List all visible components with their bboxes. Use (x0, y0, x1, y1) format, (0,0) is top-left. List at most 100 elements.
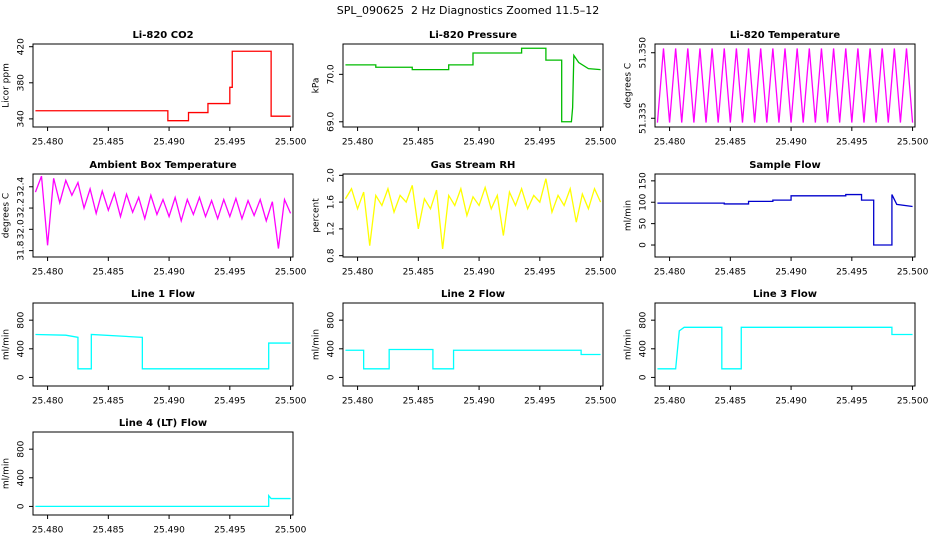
y-tick-label: 1.2 (327, 222, 337, 236)
x-tick-label: 25.485 (403, 397, 435, 407)
y-tick-label: 50 (639, 218, 649, 230)
y-tick-label: 32.2 (17, 198, 27, 218)
x-tick-label: 25.490 (153, 268, 185, 278)
x-tick-label: 25.480 (32, 526, 64, 536)
plot-area (657, 326, 913, 370)
plot-frame (654, 43, 916, 128)
x-tick-label: 25.480 (342, 397, 374, 407)
y-tick-label: 1.6 (327, 195, 337, 210)
x-tick-label: 25.485 (715, 138, 747, 148)
y-axis-label: degrees C (2, 193, 12, 238)
panel: Li-820 Pressure kPa 25.480 25.485 25.490 25.4… (312, 30, 617, 148)
x-tick-label: 25.485 (93, 268, 125, 278)
data-line (35, 50, 291, 122)
x-tick-label: 25.495 (524, 138, 556, 148)
x-tick-label: 25.485 (403, 138, 435, 148)
x-tick-label: 25.500 (275, 268, 307, 278)
plot-frame (654, 173, 916, 258)
panel: Li-820 CO2 Licor ppm 25.480 25.485 25.490 25.… (2, 30, 307, 148)
y-tick-label: 2.0 (327, 168, 337, 183)
x-tick-label: 25.490 (775, 138, 807, 148)
plot-frame (32, 173, 294, 258)
figure-title: SPL_090625 2 Hz Diagnostics Zoomed 11.5–… (337, 4, 600, 17)
plot-frame (654, 302, 916, 387)
y-tick-label: 340 (17, 110, 27, 127)
y-tick-label: 800 (17, 311, 27, 328)
y-axis-label: degrees C (624, 63, 634, 108)
y-tick-label: 0 (639, 374, 649, 380)
data-line (35, 493, 291, 508)
data-line (657, 193, 913, 246)
x-tick-label: 25.480 (32, 268, 64, 278)
y-tick-label: 100 (639, 193, 649, 210)
x-tick-label: 25.480 (342, 268, 374, 278)
data-line (345, 348, 601, 370)
x-tick-label: 25.485 (715, 397, 747, 407)
panel: Gas Stream RH percent 25.480 25.485 25.490 25… (312, 160, 617, 278)
x-tick-label: 25.495 (836, 268, 868, 278)
panel-title: Li-820 Temperature (730, 30, 840, 41)
y-axis-label: ml/min (312, 329, 322, 360)
data-line (657, 326, 913, 370)
x-tick-label: 25.495 (524, 397, 556, 407)
x-tick-label: 25.480 (342, 138, 374, 148)
y-tick-label: 380 (17, 74, 27, 91)
plot-area (35, 493, 291, 508)
plot-area (657, 193, 913, 246)
x-tick-label: 25.500 (897, 397, 929, 407)
y-tick-label: 0.8 (327, 248, 337, 263)
x-tick-label: 25.495 (214, 138, 246, 148)
plot-frame (32, 431, 294, 516)
y-tick-label: 32.0 (17, 219, 27, 239)
x-tick-label: 25.500 (585, 268, 617, 278)
y-tick-label: 400 (17, 340, 27, 357)
panel: Line 3 Flow ml/min 25.480 25.485 25.490 25.49… (624, 289, 929, 407)
y-tick-label: 800 (17, 440, 27, 457)
x-tick-label: 25.490 (153, 138, 185, 148)
y-axis-label: Licor ppm (2, 63, 12, 108)
plot-frame (342, 302, 604, 387)
panel: Li-820 Temperature degrees C 25.480 25.485 2… (624, 30, 929, 148)
data-line (345, 47, 601, 123)
panel: Sample Flow ml/min 25.480 25.485 25.490 25.49… (624, 160, 929, 278)
data-line (344, 178, 602, 250)
x-tick-label: 25.490 (463, 138, 495, 148)
y-tick-label: 0 (17, 374, 27, 380)
x-tick-label: 25.500 (275, 397, 307, 407)
x-tick-label: 25.500 (275, 526, 307, 536)
x-tick-label: 25.495 (524, 268, 556, 278)
y-tick-label: 69.0 (327, 111, 337, 131)
plot-frame (342, 173, 604, 258)
y-tick-label: 150 (639, 172, 649, 189)
x-tick-label: 25.495 (836, 397, 868, 407)
x-tick-label: 25.480 (654, 397, 686, 407)
panel-title: Gas Stream RH (431, 160, 516, 171)
y-tick-label: 400 (17, 469, 27, 486)
x-tick-label: 25.495 (214, 268, 246, 278)
panel-title: Li-820 Pressure (429, 30, 517, 41)
x-tick-label: 25.500 (585, 397, 617, 407)
panel-title: Ambient Box Temperature (89, 160, 236, 171)
plot-frame (32, 302, 294, 387)
panel: Ambient Box Temperature degrees C 25.480 25… (2, 160, 307, 278)
x-tick-label: 25.490 (463, 397, 495, 407)
plot-area (656, 48, 914, 123)
y-tick-label: 400 (327, 340, 337, 357)
x-tick-label: 25.490 (463, 268, 495, 278)
x-tick-label: 25.490 (775, 397, 807, 407)
panel-title: Sample Flow (749, 160, 821, 171)
plot-area (345, 348, 601, 370)
x-tick-label: 25.500 (275, 138, 307, 148)
y-tick-label: 800 (639, 311, 649, 328)
x-tick-label: 25.480 (654, 138, 686, 148)
y-axis-label: percent (312, 198, 322, 233)
x-tick-label: 25.500 (897, 268, 929, 278)
data-line (656, 48, 914, 123)
panel-title: Li-820 CO2 (132, 30, 193, 41)
y-tick-label: 31.8 (17, 240, 27, 260)
y-tick-label: 0 (17, 503, 27, 509)
y-tick-label: 0 (639, 242, 649, 248)
panel-title: Line 4 (LT) Flow (119, 418, 207, 429)
